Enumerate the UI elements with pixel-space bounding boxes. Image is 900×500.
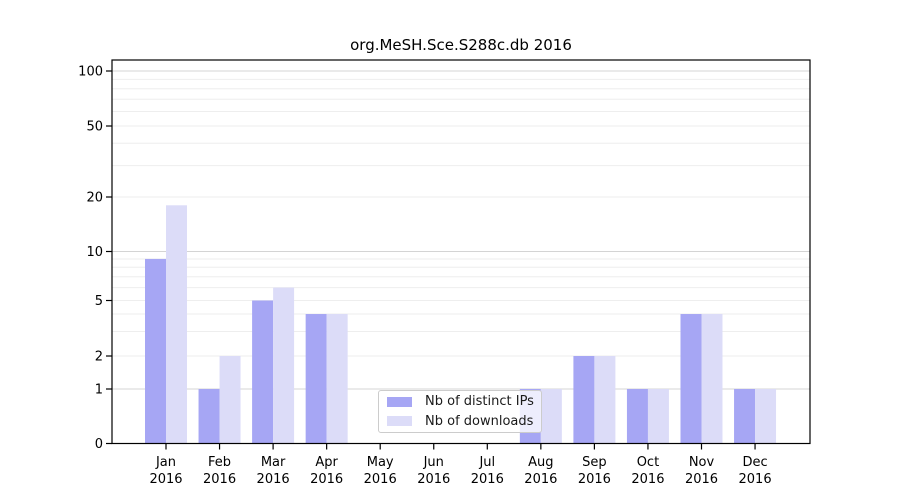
x-tick-label-month: Mar	[261, 455, 286, 470]
y-tick-label: 50	[86, 120, 103, 135]
y-tick-label: 10	[86, 245, 103, 260]
x-tick-label-year: 2016	[631, 472, 664, 487]
x-tick-label-month: Jul	[478, 455, 495, 470]
y-tick-label: 20	[86, 191, 103, 206]
legend: Nb of distinct IPs Nb of downloads	[378, 390, 542, 433]
x-tick-label-month: Sep	[582, 455, 607, 470]
bar-distinct-ips	[680, 314, 702, 444]
legend-label: Nb of downloads	[425, 413, 534, 429]
x-tick-label-year: 2016	[364, 472, 397, 487]
bar-downloads	[755, 389, 777, 444]
bar-downloads	[166, 205, 187, 444]
y-tick-label: 1	[95, 383, 103, 398]
bar-distinct-ips	[145, 258, 166, 444]
x-tick-label-month: Nov	[689, 455, 715, 470]
x-tick-label-month: Dec	[742, 455, 767, 470]
x-tick-label-year: 2016	[739, 472, 772, 487]
bar-distinct-ips	[734, 389, 756, 444]
x-tick-label-year: 2016	[685, 472, 718, 487]
x-tick-label-month: Aug	[528, 455, 553, 470]
x-tick-label-month: Feb	[208, 455, 231, 470]
legend-item-distinct-ips: Nb of distinct IPs	[379, 392, 541, 411]
bar-downloads	[273, 287, 295, 444]
bar-downloads	[594, 356, 616, 444]
legend-item-downloads: Nb of downloads	[379, 412, 541, 431]
bar-downloads	[647, 389, 669, 444]
x-tick-label-month: Jun	[423, 455, 444, 470]
bar-distinct-ips	[252, 300, 274, 444]
y-tick-label: 2	[95, 350, 103, 365]
bar-distinct-ips	[626, 389, 648, 444]
x-tick-label-year: 2016	[471, 472, 504, 487]
bar-downloads	[326, 314, 348, 444]
bar-distinct-ips	[305, 314, 327, 444]
bar-distinct-ips	[573, 356, 595, 444]
x-tick-label-year: 2016	[203, 472, 236, 487]
downloads-swatch-icon	[387, 416, 412, 427]
y-tick-label: 0	[95, 437, 103, 452]
chart-title: org.MeSH.Sce.S288c.db 2016	[350, 36, 572, 54]
x-tick-label-year: 2016	[310, 472, 343, 487]
x-tick-label-month: May	[367, 455, 394, 470]
x-tick-label-year: 2016	[524, 472, 557, 487]
legend-label: Nb of distinct IPs	[425, 394, 534, 410]
distinct-ips-swatch-icon	[387, 396, 412, 407]
x-tick-label-year: 2016	[417, 472, 450, 487]
x-tick-label-month: Apr	[315, 455, 338, 470]
x-tick-label-year: 2016	[149, 472, 182, 487]
x-tick-label-year: 2016	[257, 472, 290, 487]
bar-distinct-ips	[198, 389, 220, 444]
bar-downloads	[540, 389, 562, 444]
x-tick-label-month: Jan	[155, 455, 176, 470]
y-tick-label: 5	[95, 294, 103, 309]
x-tick-label-month: Oct	[637, 455, 659, 470]
x-tick-label-year: 2016	[578, 472, 611, 487]
bar-downloads	[219, 356, 241, 444]
bar-downloads	[701, 314, 723, 444]
y-tick-label: 100	[78, 65, 103, 80]
